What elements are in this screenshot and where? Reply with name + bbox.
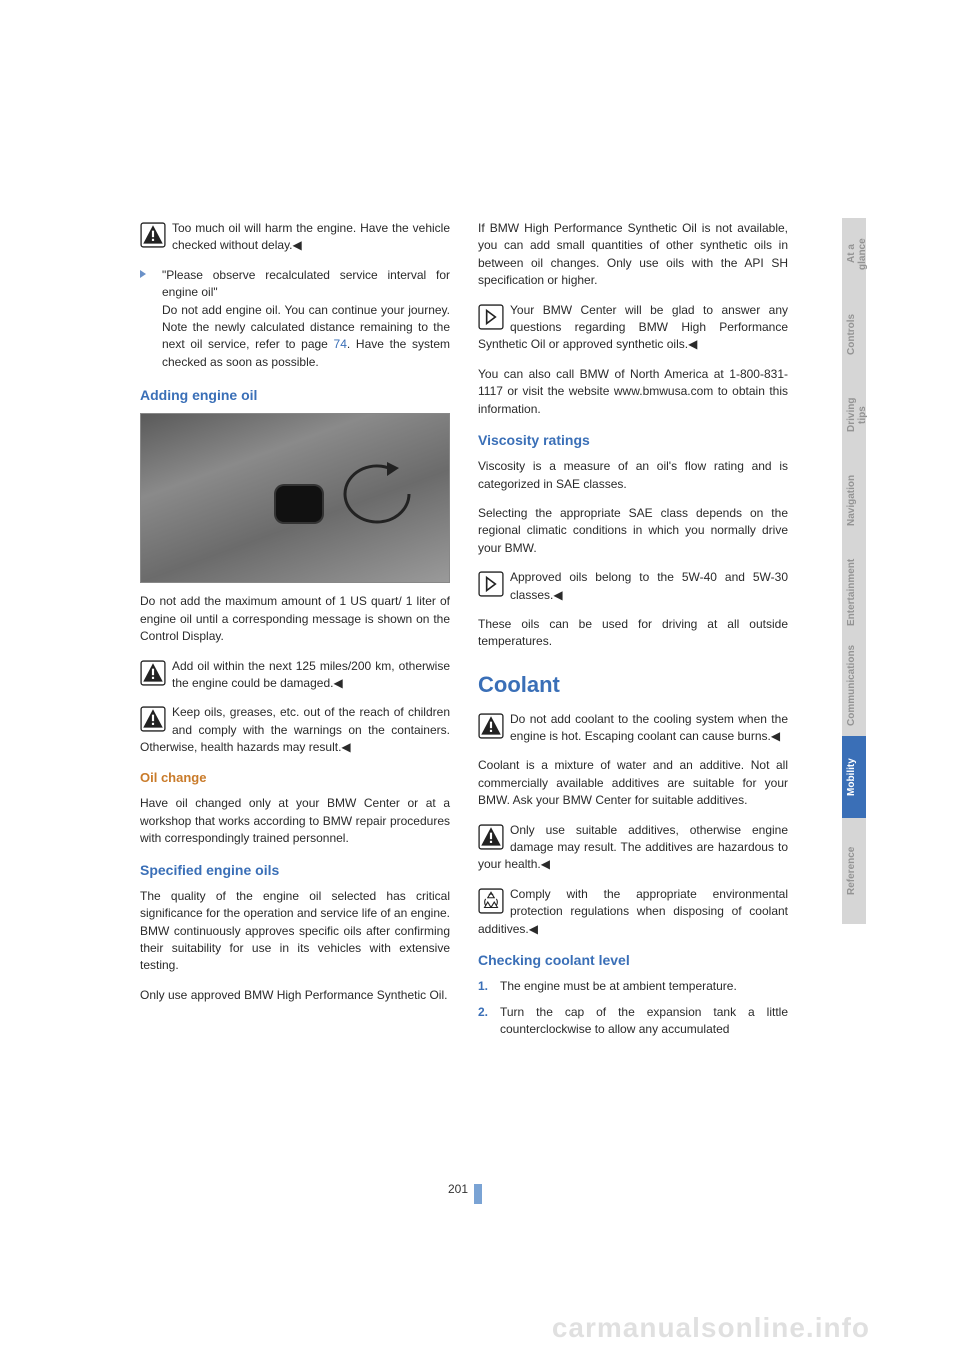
page-link-74[interactable]: 74 xyxy=(334,337,347,351)
warning-additives: Only use suitable additives, otherwise e… xyxy=(478,822,788,874)
right-column: If BMW High Performance Synthetic Oil is… xyxy=(478,220,788,1046)
list-item: 2. Turn the cap of the expansion tank a … xyxy=(478,1004,788,1039)
p-spec-oils-1: The quality of the engine oil selected h… xyxy=(140,888,450,975)
p-visc-2: Selecting the appropriate SAE class depe… xyxy=(478,505,788,557)
p-spec-oils-2: Only use approved BMW High Performance S… xyxy=(140,987,450,1004)
step-number: 2. xyxy=(478,1004,488,1021)
p-add-max: Do not add the maximum amount of 1 US qu… xyxy=(140,593,450,645)
tab-controls[interactable]: Controls xyxy=(842,290,866,378)
tab-navigation[interactable]: Navigation xyxy=(842,452,866,548)
warning-text: Add oil within the next 125 miles/200 km… xyxy=(172,659,450,690)
tab-mobility[interactable]: Mobility xyxy=(842,736,866,818)
section-tabs: At a glanceControlsDriving tipsNavigatio… xyxy=(842,218,866,924)
tab-driving-tips[interactable]: Driving tips xyxy=(842,378,866,452)
recycle-icon xyxy=(478,888,504,914)
p-coolant-mix: Coolant is a mixture of water and an add… xyxy=(478,757,788,809)
bullet-quote: "Please observe recalculated service int… xyxy=(162,268,450,299)
warning-keep-out: Keep oils, greases, etc. out of the reac… xyxy=(140,704,450,756)
p-call-bmw: You can also call BMW of North America a… xyxy=(478,366,788,418)
heading-oil-change: Oil change xyxy=(140,769,450,788)
p-visc-1: Viscosity is a measure of an oil's flow … xyxy=(478,458,788,493)
tab-entertainment[interactable]: Entertainment xyxy=(842,548,866,636)
hint-icon xyxy=(478,304,504,330)
warning-icon xyxy=(478,713,504,739)
warning-icon xyxy=(478,824,504,850)
step-text: The engine must be at ambient temperatur… xyxy=(500,979,737,993)
page-number: 201 xyxy=(140,1180,790,1200)
heading-adding-oil: Adding engine oil xyxy=(140,385,450,405)
warning-icon xyxy=(140,660,166,686)
step-text: Turn the cap of the expansion tank a lit… xyxy=(500,1005,788,1036)
warning-text: Only use suitable additives, otherwise e… xyxy=(478,823,788,872)
hint-icon xyxy=(478,571,504,597)
engine-oil-image xyxy=(140,413,450,583)
watermark: carmanualsonline.info xyxy=(552,1312,870,1344)
warning-too-much-oil: Too much oil will harm the engine. Have … xyxy=(140,220,450,255)
tab-communications[interactable]: Communications xyxy=(842,636,866,736)
heading-spec-oils: Specified engine oils xyxy=(140,860,450,880)
hint-bmw-center: Your BMW Center will be glad to answer a… xyxy=(478,302,788,354)
warning-text: Do not add coolant to the cooling system… xyxy=(510,712,788,743)
step-number: 1. xyxy=(478,978,488,995)
page-content: Too much oil will harm the engine. Have … xyxy=(140,220,790,1046)
warning-icon xyxy=(140,222,166,248)
coolant-steps: 1. The engine must be at ambient tempera… xyxy=(478,978,788,1038)
warning-icon xyxy=(140,706,166,732)
hint-text: Your BMW Center will be glad to answer a… xyxy=(478,303,788,352)
p-oil-change: Have oil changed only at your BMW Center… xyxy=(140,795,450,847)
bullet-icon xyxy=(140,270,146,278)
recycle-note: Comply with the appropriate environmenta… xyxy=(478,886,788,938)
bullet-recalc-interval: "Please observe recalculated service int… xyxy=(140,267,450,371)
warning-text: Too much oil will harm the engine. Have … xyxy=(172,221,450,252)
hint-oil-classes: Approved oils belong to the 5W-40 and 5W… xyxy=(478,569,788,604)
p-synthetic-alt: If BMW High Performance Synthetic Oil is… xyxy=(478,220,788,290)
heading-viscosity: Viscosity ratings xyxy=(478,430,788,450)
list-item: 1. The engine must be at ambient tempera… xyxy=(478,978,788,995)
p-visc-3: These oils can be used for driving at al… xyxy=(478,616,788,651)
heading-coolant: Coolant xyxy=(478,669,788,701)
left-column: Too much oil will harm the engine. Have … xyxy=(140,220,450,1046)
warning-coolant-hot: Do not add coolant to the cooling system… xyxy=(478,711,788,746)
warning-add-within: Add oil within the next 125 miles/200 km… xyxy=(140,658,450,693)
tab-at-a-glance[interactable]: At a glance xyxy=(842,218,866,290)
tab-reference[interactable]: Reference xyxy=(842,818,866,924)
recycle-text: Comply with the appropriate environmenta… xyxy=(478,887,788,936)
warning-text: Keep oils, greases, etc. out of the reac… xyxy=(140,705,450,754)
heading-check-coolant: Checking coolant level xyxy=(478,950,788,970)
hint-text: Approved oils belong to the 5W-40 and 5W… xyxy=(510,570,788,601)
